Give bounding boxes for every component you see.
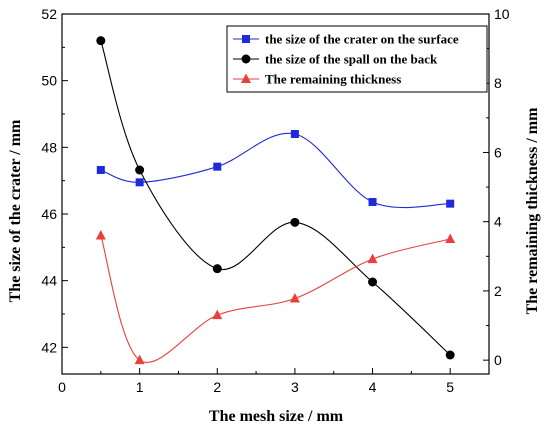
y-left-tick-label-3: 48 [41, 139, 57, 155]
x-axis-title: The mesh size / mm [209, 408, 344, 425]
series-0-line [100, 132, 451, 209]
y-left-tick-label-5: 52 [41, 6, 57, 22]
series-0-point-4 [368, 198, 377, 206]
legend-label-0: the size of the crater on the surface [265, 32, 459, 47]
series-0 [96, 130, 455, 209]
y-left-tick-label-1: 44 [41, 273, 57, 289]
series-1-point-2 [212, 264, 222, 274]
y-right-tick-label-0: 0 [494, 352, 502, 368]
y-left-tick-label-0: 42 [41, 339, 57, 355]
series-0-point-5 [446, 199, 455, 208]
series-2-point-3 [289, 293, 300, 303]
series-0-point-0 [96, 166, 105, 174]
legend-swatch-marker-1 [241, 54, 251, 64]
x-tick-label-4: 4 [369, 379, 377, 395]
y-right-tick-label-2: 4 [494, 214, 502, 230]
series-1 [96, 36, 455, 360]
legend-swatch-marker-2 [241, 73, 251, 83]
x-tick-label-3: 3 [291, 379, 299, 395]
series-0-point-1 [135, 178, 144, 187]
series-2-point-4 [367, 253, 378, 264]
series-layer [95, 36, 456, 365]
legend-frame [226, 25, 488, 93]
series-1-point-4 [368, 277, 378, 287]
x-tick-label-5: 5 [446, 379, 454, 395]
x-tick-label-0: 0 [58, 379, 66, 395]
series-0-point-2 [213, 162, 222, 171]
axis-titles: The mesh size / mm The size of the crate… [7, 107, 541, 425]
legend-swatch-marker-0 [242, 35, 250, 43]
y-left-tick-label-2: 46 [41, 206, 57, 222]
series-1-point-1 [135, 165, 145, 175]
series-1-point-3 [290, 217, 300, 227]
y-axis-left-title: The size of the crater / mm [7, 119, 24, 302]
y-axis-right-title: The remaining thickness / mm [524, 107, 541, 315]
series-1-point-5 [445, 350, 455, 360]
legend-label-2: The remaining thickness [265, 72, 401, 87]
x-tick-label-1: 1 [136, 379, 144, 395]
y-right-tick-label-5: 10 [494, 6, 510, 22]
plot-frame [61, 13, 490, 375]
x-tick-label-2: 2 [213, 379, 221, 395]
series-2 [95, 230, 456, 365]
legend-label-1: the size of the spall on the back [265, 52, 438, 67]
series-2-point-1 [134, 354, 145, 365]
y-right-tick-label-3: 6 [494, 144, 502, 160]
y-right-tick-label-1: 2 [494, 283, 502, 299]
series-2-point-0 [95, 230, 106, 240]
series-1-line [100, 40, 451, 356]
series-2-line [100, 235, 451, 363]
series-1-point-0 [96, 36, 106, 46]
series-0-point-3 [290, 130, 299, 138]
y-left-tick-label-4: 50 [41, 73, 57, 89]
series-2-point-5 [445, 233, 456, 243]
y-right-tick-label-4: 8 [494, 75, 502, 91]
series-2-point-2 [212, 309, 223, 320]
legend: the size of the crater on the surface the… [226, 25, 488, 93]
